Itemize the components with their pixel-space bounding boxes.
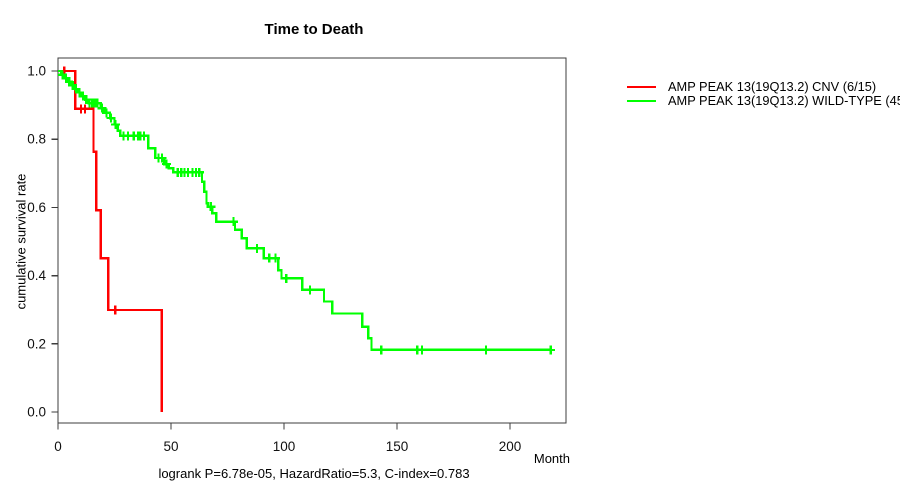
x-tick-label: 100 (273, 439, 296, 454)
legend-item-label: AMP PEAK 13(19Q13.2) WILD-TYPE (45/191 (668, 93, 900, 108)
legend-line-swatch-icon (627, 85, 656, 88)
legend: AMP PEAK 13(19Q13.2) CNV (6/15) AMP PEAK … (627, 79, 900, 108)
x-tick-label: 50 (163, 439, 178, 454)
y-tick-label: 0.8 (27, 132, 46, 147)
legend-item: AMP PEAK 13(19Q13.2) CNV (6/15) (627, 79, 900, 94)
y-tick-label: 0.2 (27, 336, 46, 351)
km-curve-cnv (58, 69, 163, 412)
km-curve-wild-type (58, 69, 551, 352)
x-tick-label: 150 (386, 439, 409, 454)
plot-box (57, 57, 567, 424)
y-tick-label: 0.0 (27, 405, 46, 420)
x-axis-label: Month (533, 451, 570, 466)
y-tick-label: 0.6 (27, 200, 46, 215)
y-tick-label: 0.4 (27, 268, 46, 283)
legend-item-label: AMP PEAK 13(19Q13.2) CNV (6/15) (668, 79, 877, 94)
stats-annotation: logrank P=6.78e-05, HazardRatio=5.3, C-i… (158, 466, 470, 481)
x-tick-label: 200 (499, 439, 522, 454)
x-tick-label: 0 (54, 439, 62, 454)
y-axis-label: cumulative survival rate (13, 173, 29, 310)
legend-line-swatch-icon (627, 99, 656, 102)
chart-title: Time to Death (264, 21, 364, 38)
y-tick-label: 1.0 (27, 64, 46, 79)
legend-item: AMP PEAK 13(19Q13.2) WILD-TYPE (45/191 (627, 93, 900, 108)
